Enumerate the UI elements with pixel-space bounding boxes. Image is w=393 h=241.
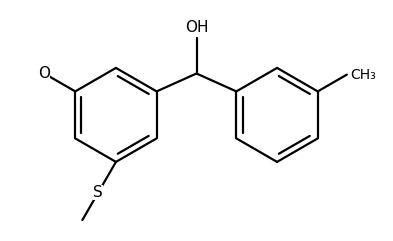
Text: CH₃: CH₃ [350, 68, 376, 82]
Text: OH: OH [185, 20, 208, 35]
Text: S: S [93, 185, 103, 201]
Text: O: O [38, 66, 50, 81]
